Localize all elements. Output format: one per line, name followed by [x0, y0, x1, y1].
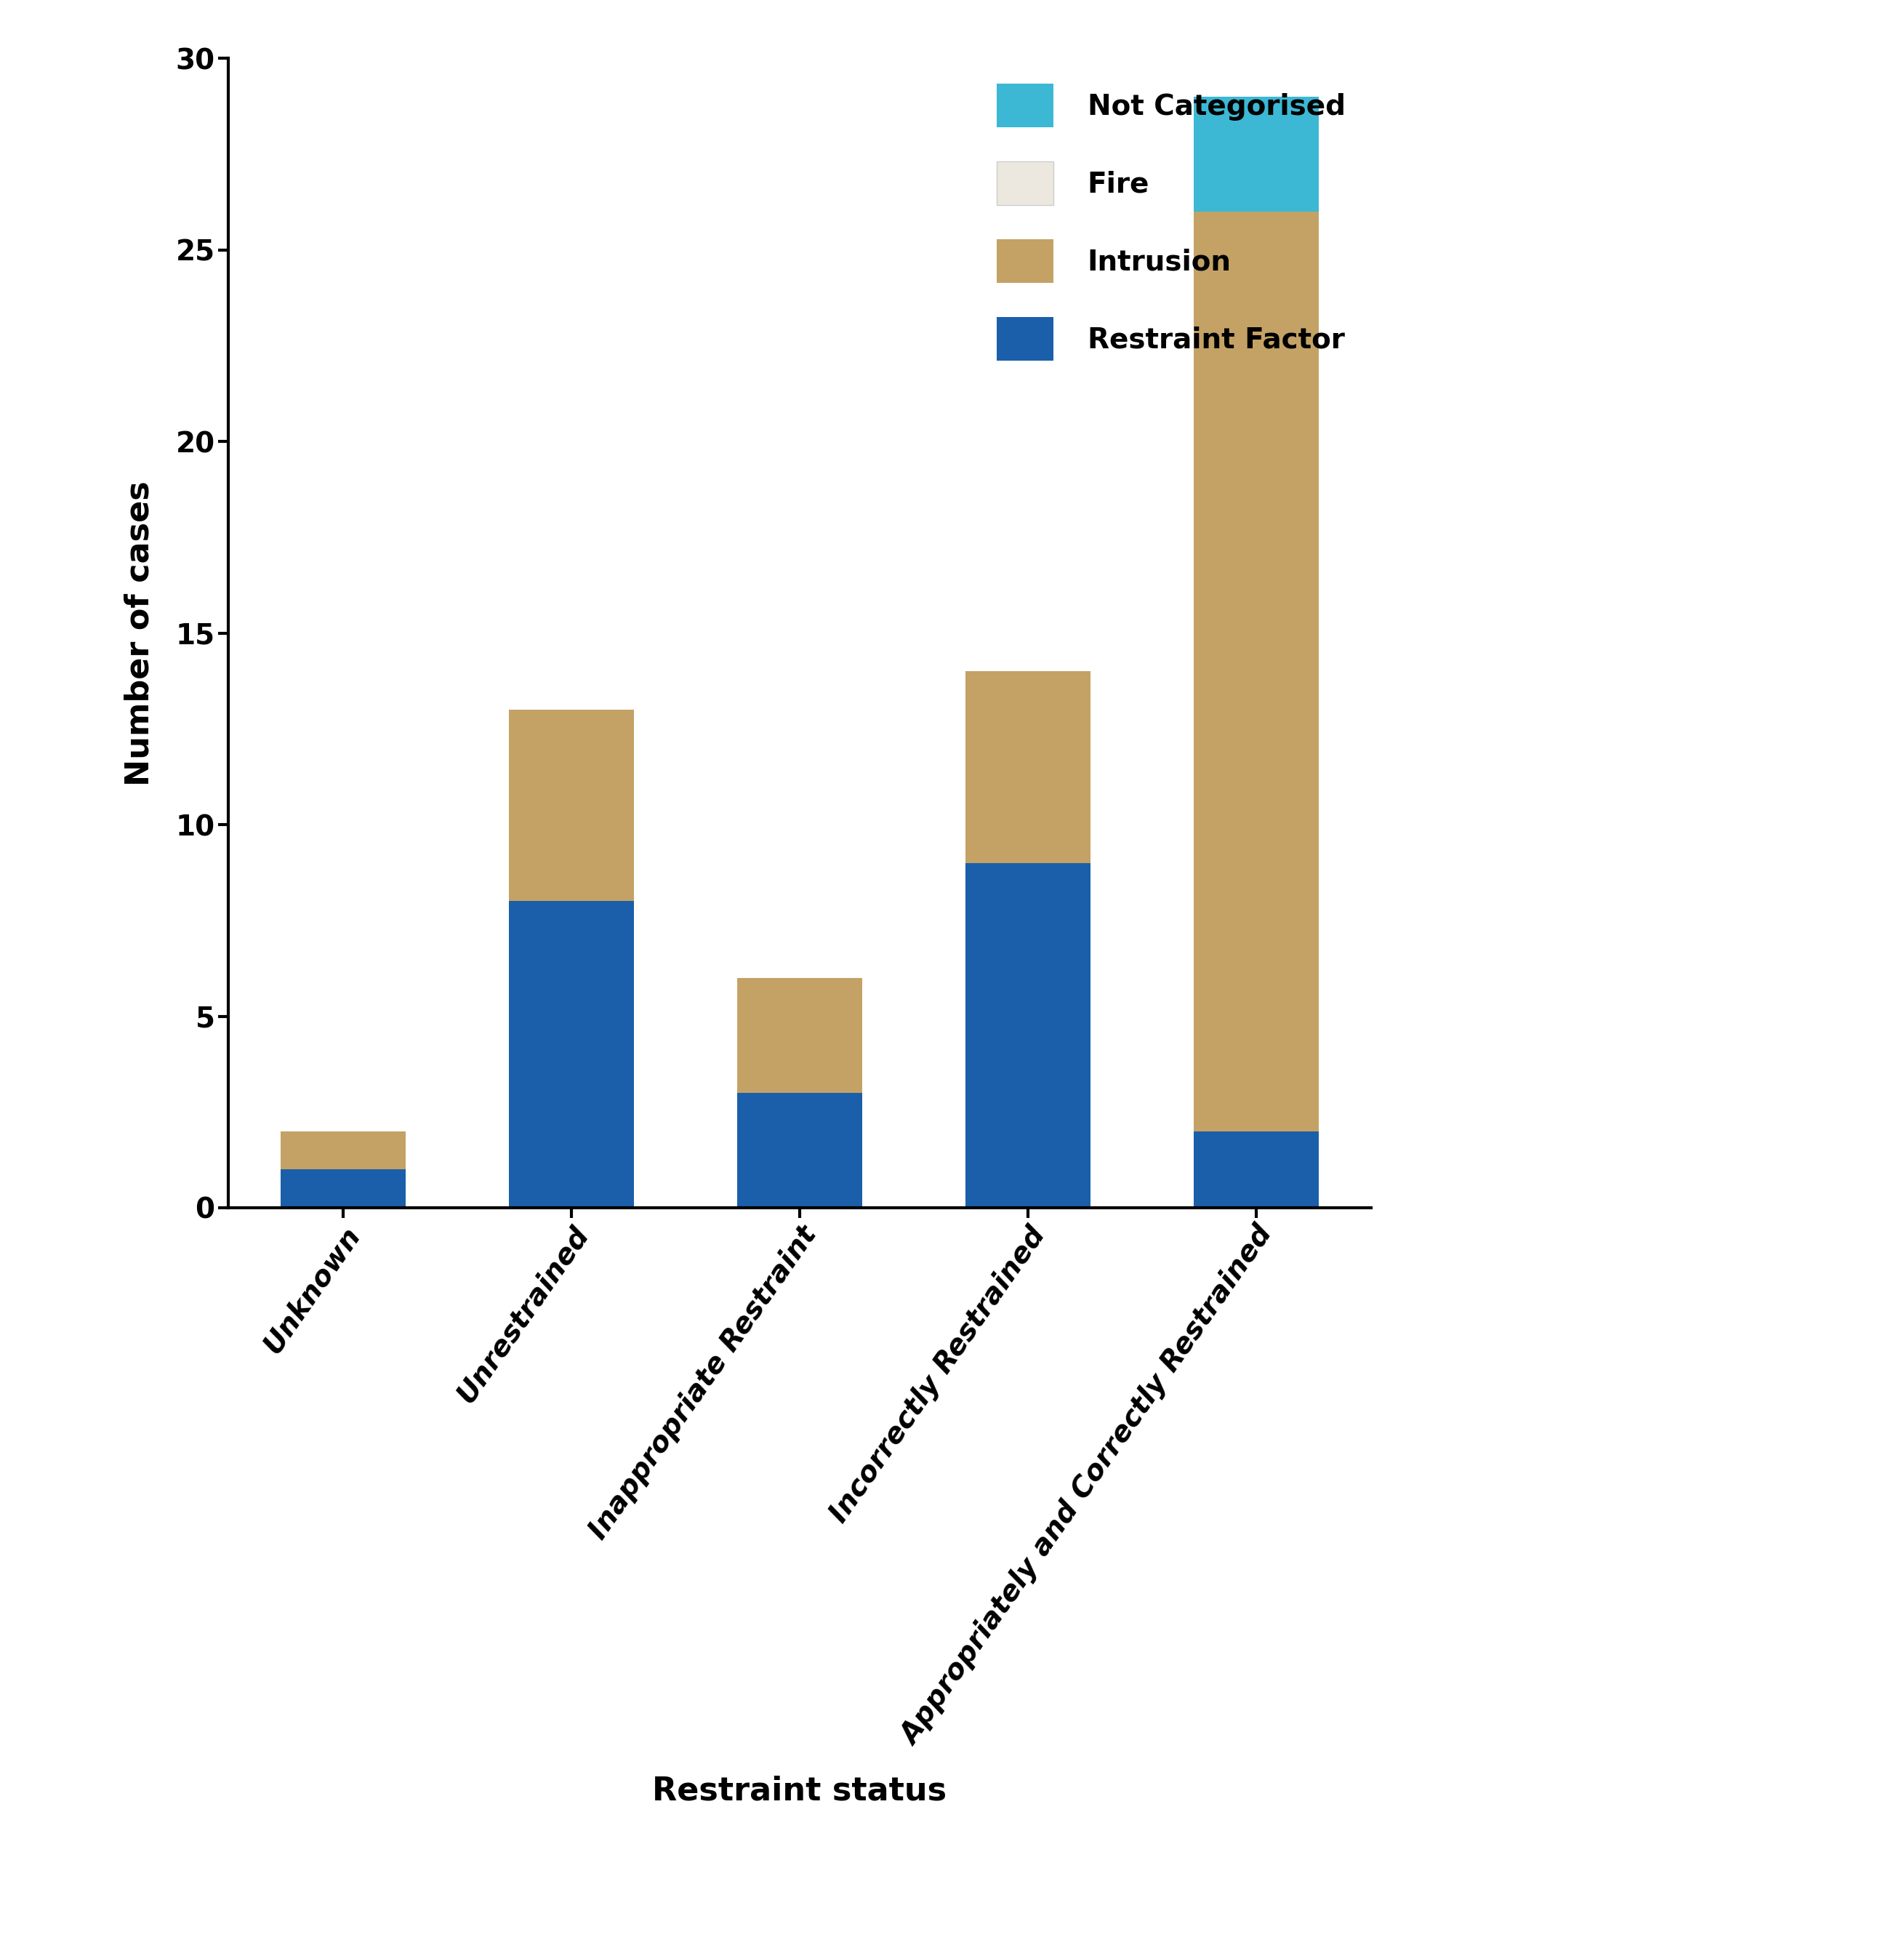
- Bar: [508, 902, 634, 1208]
- Bar: [508, 709, 634, 902]
- Bar: [737, 978, 863, 1093]
- Bar: [965, 863, 1091, 1208]
- Bar: [737, 1093, 863, 1208]
- Legend: Not Categorised, Fire, Intrusion, Restraint Factor: Not Categorised, Fire, Intrusion, Restra…: [986, 72, 1358, 372]
- Y-axis label: Number of cases: Number of cases: [124, 481, 156, 785]
- Bar: [965, 672, 1091, 863]
- Bar: [1194, 1132, 1319, 1208]
- X-axis label: Restraint status: Restraint status: [653, 1775, 946, 1808]
- Bar: [1194, 97, 1319, 212]
- Bar: [280, 1169, 406, 1208]
- Bar: [280, 1132, 406, 1169]
- Bar: [1194, 212, 1319, 1132]
